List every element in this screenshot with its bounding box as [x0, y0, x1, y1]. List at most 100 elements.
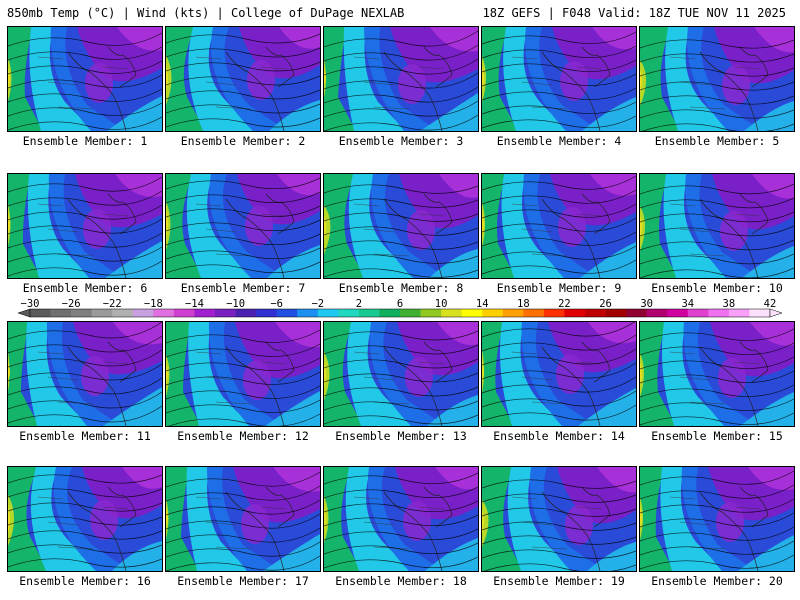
colorbar-swatch — [112, 309, 134, 317]
colorbar-swatch — [420, 309, 442, 317]
ensemble-member-map — [639, 466, 795, 572]
member-caption: Ensemble Member: 1 — [22, 134, 148, 148]
colorbar-tick-label: 2 — [356, 298, 362, 310]
colorbar-swatch — [482, 309, 504, 317]
colorbar-swatch — [338, 309, 360, 317]
map-image — [482, 467, 636, 571]
member-caption: Ensemble Member: 18 — [335, 574, 467, 588]
map-image — [166, 467, 320, 571]
colorbar-swatch — [50, 309, 72, 317]
colorbar-swatch — [132, 309, 154, 317]
map-image — [324, 27, 478, 131]
colorbar-tick-label: −22 — [103, 298, 122, 310]
colorbar-tick-label: 26 — [599, 298, 612, 310]
colorbar-swatch — [708, 309, 730, 317]
ensemble-member-map — [323, 26, 479, 132]
colorbar-swatch — [687, 309, 709, 317]
colorbar-swatch — [91, 309, 113, 317]
colorbar-swatch — [646, 309, 668, 317]
ensemble-member-map — [165, 321, 321, 427]
map-image — [324, 174, 478, 278]
ensemble-member-map — [481, 26, 637, 132]
map-image — [8, 467, 162, 571]
member-caption: Ensemble Member: 12 — [177, 429, 309, 443]
map-image — [482, 322, 636, 426]
colorbar-tick-label: 30 — [640, 298, 653, 310]
colorbar-swatch — [749, 309, 771, 317]
member-caption: Ensemble Member: 13 — [335, 429, 467, 443]
member-caption: Ensemble Member: 11 — [19, 429, 151, 443]
colorbar-swatch — [667, 309, 689, 317]
ensemble-member-map — [165, 466, 321, 572]
ensemble-member-map — [639, 173, 795, 279]
ensemble-member-map — [639, 26, 795, 132]
map-title: 850mb Temp (°C) | Wind (kts) | College o… — [7, 6, 405, 20]
colorbar-swatch — [30, 309, 51, 317]
colorbar-swatch — [502, 309, 524, 317]
colorbar-tick-label: −6 — [270, 298, 283, 310]
colorbar-swatch — [358, 309, 380, 317]
member-caption: Ensemble Member: 10 — [651, 281, 783, 295]
colorbar-swatch — [564, 309, 586, 317]
colorbar-swatch — [256, 309, 277, 317]
ensemble-member-map — [165, 26, 321, 132]
ensemble-member-map — [7, 466, 163, 572]
ensemble-member-map — [165, 173, 321, 279]
colorbar-swatch — [379, 309, 401, 317]
ensemble-member-map — [481, 173, 637, 279]
member-caption: Ensemble Member: 5 — [654, 134, 780, 148]
member-caption: Ensemble Member: 9 — [496, 281, 622, 295]
colorbar-swatch — [215, 309, 236, 317]
colorbar-tick-label: 42 — [764, 298, 777, 310]
colorbar-swatch — [276, 309, 298, 317]
temperature-colorbar: −30 −26 −22 −18 −14 −10 −6 −2 2 6 10 14 18 22 26 30 34 38… — [17, 298, 783, 318]
colorbar-swatch — [153, 309, 175, 317]
colorbar-swatch — [626, 309, 647, 317]
map-image — [166, 27, 320, 131]
ensemble-member-map — [323, 321, 479, 427]
colorbar-swatch — [173, 309, 195, 317]
ensemble-member-map — [639, 321, 795, 427]
map-image — [324, 467, 478, 571]
colorbar-swatch — [523, 309, 545, 317]
colorbar-tick-label: 18 — [517, 298, 530, 310]
colorbar-tick-label: −10 — [226, 298, 245, 310]
colorbar-swatch — [585, 309, 606, 317]
map-image — [640, 174, 794, 278]
map-image — [8, 174, 162, 278]
ensemble-member-map — [7, 321, 163, 427]
member-caption: Ensemble Member: 3 — [338, 134, 464, 148]
map-image — [640, 322, 794, 426]
colorbar-swatch — [461, 309, 483, 317]
colorbar-tick-label: 38 — [723, 298, 736, 310]
member-caption: Ensemble Member: 15 — [651, 429, 783, 443]
ensemble-member-map — [323, 173, 479, 279]
map-image — [166, 174, 320, 278]
colorbar-swatch — [235, 309, 257, 317]
ensemble-member-map — [481, 321, 637, 427]
colorbar-swatch — [441, 309, 462, 317]
colorbar-tick-label: 6 — [397, 298, 403, 310]
member-caption: Ensemble Member: 16 — [19, 574, 151, 588]
colorbar-swatch — [400, 309, 421, 317]
colorbar-tick-label: −2 — [311, 298, 324, 310]
colorbar-swatch — [194, 309, 216, 317]
colorbar-swatch — [543, 309, 565, 317]
map-image — [324, 322, 478, 426]
run-info: 18Z GEFS | F048 Valid: 18Z TUE NOV 11 20… — [482, 6, 786, 20]
map-image — [8, 322, 162, 426]
colorbar-tick-label: −26 — [62, 298, 81, 310]
colorbar-tick-label: 14 — [476, 298, 489, 310]
colorbar-tick-label: 22 — [558, 298, 571, 310]
map-image — [482, 27, 636, 131]
colorbar-tick-label: −30 — [21, 298, 40, 310]
member-caption: Ensemble Member: 7 — [180, 281, 306, 295]
colorbar-swatch — [71, 309, 92, 317]
member-caption: Ensemble Member: 20 — [651, 574, 783, 588]
member-caption: Ensemble Member: 19 — [493, 574, 625, 588]
ensemble-member-map — [7, 26, 163, 132]
colorbar-tick-label: 34 — [681, 298, 694, 310]
map-image — [482, 174, 636, 278]
map-image — [640, 467, 794, 571]
map-image — [640, 27, 794, 131]
